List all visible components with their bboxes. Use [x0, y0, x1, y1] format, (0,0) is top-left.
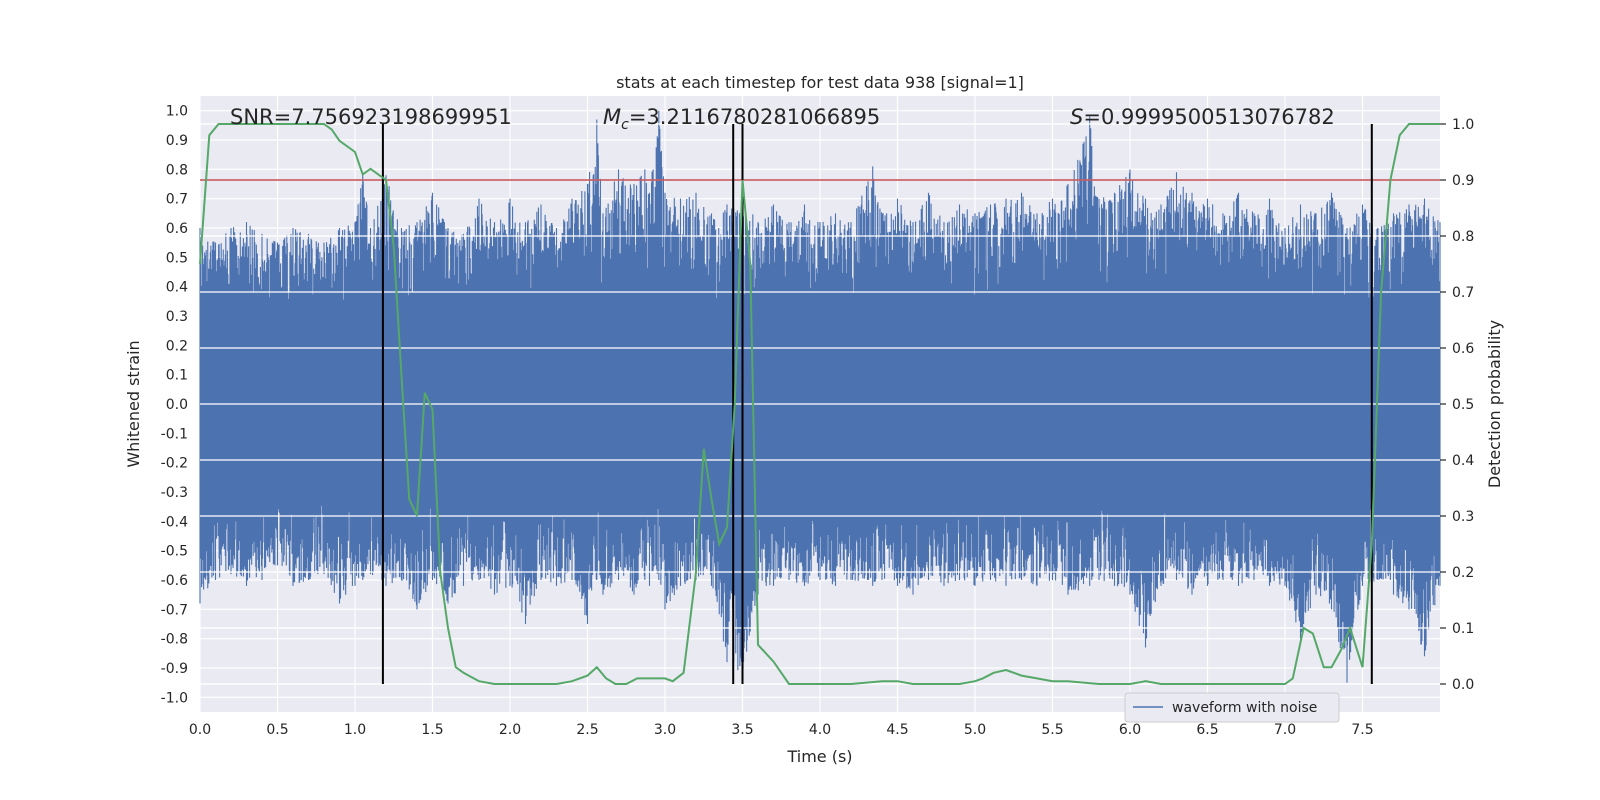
- y-tick-label: -0.2: [161, 456, 188, 472]
- y-tick-label: -0.5: [161, 544, 188, 560]
- y2-tick-label: 0.3: [1452, 509, 1474, 525]
- probability-series: [199, 123, 1440, 685]
- x-tick-label: 7.0: [1274, 722, 1296, 738]
- y2-tick-label: 0.0: [1452, 677, 1474, 693]
- y-tick-label: 0.6: [166, 221, 188, 237]
- x-tick-label: 5.5: [1041, 722, 1063, 738]
- y2-axis-label: Detection probability: [1485, 320, 1504, 488]
- x-tick-label: 5.0: [964, 722, 986, 738]
- y2-tick-label: 0.4: [1452, 453, 1474, 469]
- mc-value: =3.2116780281066895: [629, 105, 880, 129]
- y2-axis-ticks: 1.0 0.9 0.8 0.7 0.6 0.5 0.4 0.3 0.2 0.1 0.0: [1440, 117, 1474, 693]
- y-tick-label: 0.9: [166, 133, 188, 149]
- y-tick-label: 0.4: [166, 280, 188, 296]
- y2-tick-label: 0.7: [1452, 285, 1474, 301]
- snr-annotation: SNR=7.756923198699951: [230, 105, 512, 129]
- x-tick-label: 2.0: [499, 722, 521, 738]
- s-annotation: S=0.9999500513076782: [1070, 105, 1335, 129]
- x-tick-label: 6.5: [1196, 722, 1218, 738]
- s-symbol: S: [1070, 105, 1083, 129]
- chart-title: stats at each timestep for test data 938…: [616, 73, 1024, 92]
- y-tick-label: -0.7: [161, 602, 188, 618]
- x-tick-label: 4.0: [809, 722, 831, 738]
- mc-symbol: M: [603, 105, 621, 129]
- y-tick-label: 1.0: [166, 104, 188, 120]
- y-axis-ticks: 1.0 0.9 0.8 0.7 0.6 0.5 0.4 0.3 0.2 0.1 0.0 -0.1 -0.…: [161, 104, 188, 707]
- y-tick-label: 0.7: [166, 192, 188, 208]
- y2-tick-label: 0.8: [1452, 229, 1474, 245]
- y-tick-label: 0.3: [166, 309, 188, 325]
- y2-tick-label: 0.1: [1452, 621, 1474, 637]
- y2-tick-label: 0.9: [1452, 173, 1474, 189]
- probability-line: [199, 123, 1440, 685]
- s-value: =0.9999500513076782: [1083, 105, 1334, 129]
- y-tick-label: 0.2: [166, 338, 188, 354]
- mc-annotation: Mc=3.2116780281066895: [603, 105, 880, 133]
- mc-subscript: c: [621, 117, 629, 133]
- y2-tick-label: 0.5: [1452, 397, 1474, 413]
- vertical-lines: [381, 124, 1373, 684]
- y-axis-label: Whitened strain: [124, 340, 143, 467]
- y-tick-label: 0.5: [166, 250, 188, 266]
- y-tick-label: -0.3: [161, 485, 188, 501]
- y-tick-label: 0.8: [166, 162, 188, 178]
- x-tick-label: 1.0: [344, 722, 366, 738]
- x-tick-label: 2.5: [576, 722, 598, 738]
- x-tick-label: 1.5: [421, 722, 443, 738]
- y-tick-label: 0.0: [166, 397, 188, 413]
- x-tick-label: 7.5: [1351, 722, 1373, 738]
- y-tick-label: -0.4: [161, 514, 188, 530]
- legend-label: waveform with noise: [1172, 700, 1317, 716]
- y-tick-label: -0.6: [161, 573, 188, 589]
- x-tick-label: 4.5: [886, 722, 908, 738]
- y2-tick-label: 0.6: [1452, 341, 1474, 357]
- x-tick-label: 3.0: [654, 722, 676, 738]
- y2-tick-label: 1.0: [1452, 117, 1474, 133]
- x-axis-label: Time (s): [786, 747, 852, 766]
- x-tick-label: 0.5: [266, 722, 288, 738]
- y-tick-label: -0.8: [161, 632, 188, 648]
- x-axis-ticks: 0.0 0.5 1.0 1.5 2.0 2.5 3.0 3.5 4.0 4.5 5.0 5.5 6.0 6…: [189, 722, 1374, 738]
- legend-box: [1124, 692, 1340, 723]
- x-tick-label: 0.0: [189, 722, 211, 738]
- x-tick-label: 3.5: [731, 722, 753, 738]
- x-tick-label: 6.0: [1119, 722, 1141, 738]
- y-tick-label: -1.0: [161, 690, 188, 706]
- y2-tick-label: 0.2: [1452, 565, 1474, 581]
- y-tick-label: 0.1: [166, 368, 188, 384]
- y-tick-label: -0.1: [161, 426, 188, 442]
- y-tick-label: -0.9: [161, 661, 188, 677]
- legend: waveform with noise: [1124, 692, 1340, 723]
